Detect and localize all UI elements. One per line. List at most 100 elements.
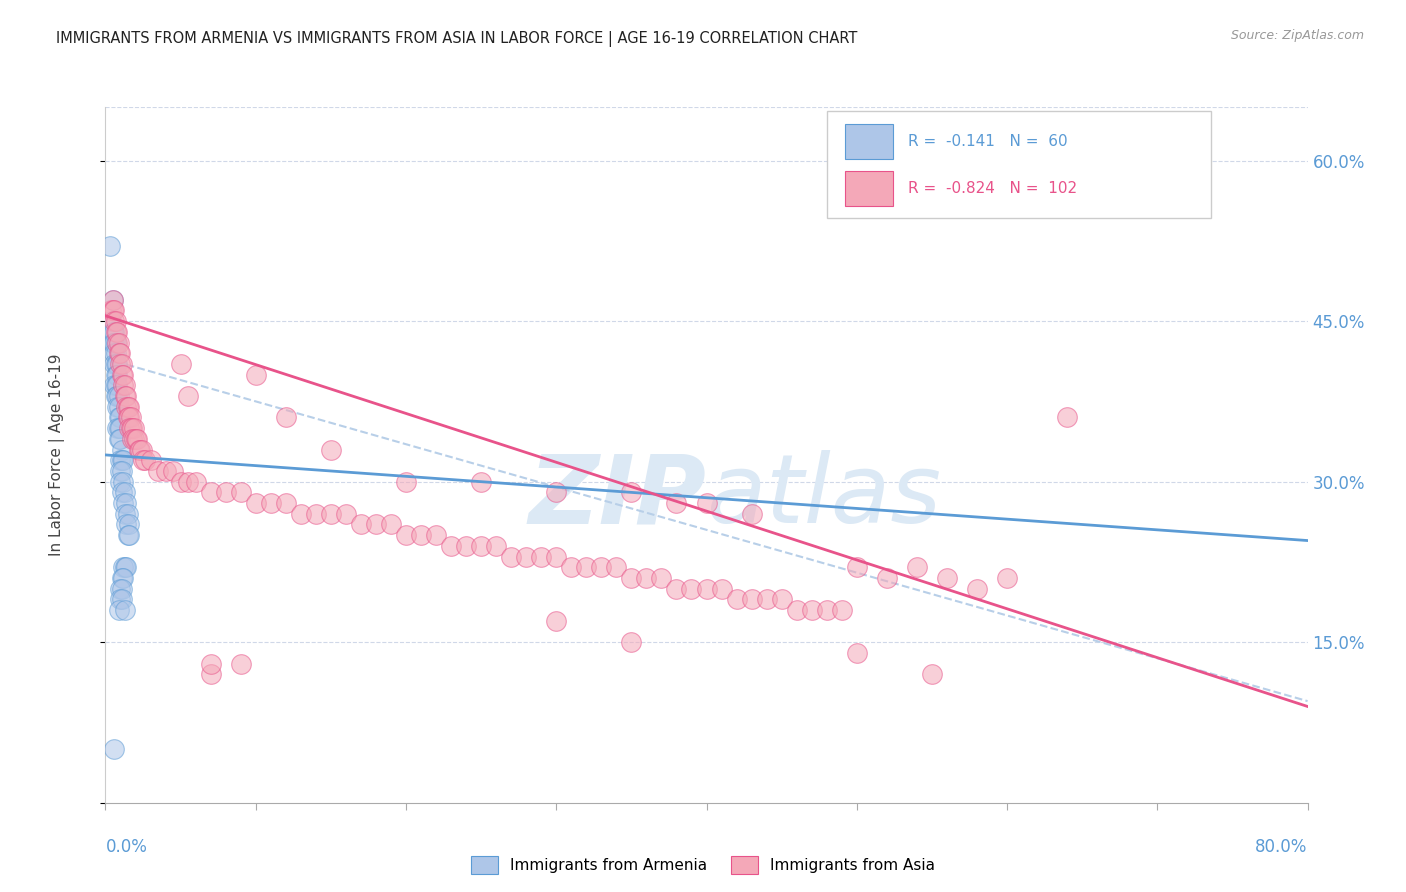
Point xyxy=(364,517,387,532)
Point xyxy=(118,528,141,542)
Point xyxy=(319,442,342,457)
Point xyxy=(107,368,129,382)
Point xyxy=(124,432,146,446)
Point xyxy=(107,421,129,435)
Point xyxy=(110,464,132,478)
Point xyxy=(546,549,568,564)
Point xyxy=(665,496,688,510)
Point xyxy=(111,453,134,467)
Point xyxy=(117,528,139,542)
Point xyxy=(155,464,177,478)
Point xyxy=(319,507,342,521)
Point xyxy=(395,475,418,489)
Point xyxy=(546,485,568,500)
Point xyxy=(146,464,169,478)
Point xyxy=(741,507,763,521)
Point xyxy=(112,368,135,382)
Point xyxy=(725,592,748,607)
Point xyxy=(110,346,132,360)
Point xyxy=(200,667,222,681)
Point xyxy=(104,378,127,392)
FancyBboxPatch shape xyxy=(827,111,1212,219)
Point xyxy=(200,485,222,500)
Point xyxy=(290,507,312,521)
Point xyxy=(995,571,1018,585)
Point xyxy=(620,635,643,649)
Point xyxy=(104,368,127,382)
Point xyxy=(636,571,658,585)
Point xyxy=(110,421,132,435)
Point xyxy=(103,303,125,318)
Point xyxy=(111,592,134,607)
Point xyxy=(454,539,477,553)
Text: IMMIGRANTS FROM ARMENIA VS IMMIGRANTS FROM ASIA IN LABOR FORCE | AGE 16-19 CORRE: IMMIGRANTS FROM ARMENIA VS IMMIGRANTS FR… xyxy=(56,31,858,47)
Text: In Labor Force | Age 16-19: In Labor Force | Age 16-19 xyxy=(49,353,65,557)
Point xyxy=(108,335,131,350)
Point xyxy=(125,432,148,446)
Point xyxy=(108,410,131,425)
Point xyxy=(395,528,418,542)
Point xyxy=(800,603,823,617)
Text: R =  -0.141   N =  60: R = -0.141 N = 60 xyxy=(908,135,1069,149)
Point xyxy=(118,421,141,435)
Point xyxy=(107,378,129,392)
Point xyxy=(260,496,283,510)
Point xyxy=(107,325,129,339)
Point xyxy=(845,646,868,660)
Point xyxy=(245,368,267,382)
Point xyxy=(131,442,153,457)
Point xyxy=(112,571,135,585)
Point xyxy=(696,496,718,510)
Point xyxy=(755,592,778,607)
Point xyxy=(681,582,703,596)
Point xyxy=(515,549,537,564)
Point xyxy=(112,475,135,489)
Point xyxy=(485,539,508,553)
Point xyxy=(110,592,132,607)
Point xyxy=(117,400,139,414)
Point xyxy=(620,571,643,585)
Point xyxy=(274,496,297,510)
Point xyxy=(114,507,136,521)
Point xyxy=(605,560,627,574)
Point xyxy=(470,475,492,489)
Point xyxy=(110,453,132,467)
Point xyxy=(110,582,132,596)
Point xyxy=(100,314,122,328)
Point xyxy=(117,410,139,425)
Point xyxy=(114,485,136,500)
Legend: Immigrants from Armenia, Immigrants from Asia: Immigrants from Armenia, Immigrants from… xyxy=(464,850,942,880)
Point xyxy=(108,432,131,446)
Point xyxy=(115,400,138,414)
Point xyxy=(114,378,136,392)
Point xyxy=(177,389,200,403)
Point xyxy=(409,528,432,542)
Text: R =  -0.824   N =  102: R = -0.824 N = 102 xyxy=(908,181,1077,196)
Point xyxy=(103,325,125,339)
Point xyxy=(101,293,124,307)
Point xyxy=(132,453,155,467)
Point xyxy=(110,410,132,425)
Point xyxy=(122,421,145,435)
Point xyxy=(845,560,868,574)
Point xyxy=(966,582,988,596)
Point xyxy=(696,582,718,596)
Point xyxy=(831,603,853,617)
Point xyxy=(770,592,793,607)
Point xyxy=(905,560,928,574)
Point xyxy=(104,325,127,339)
Point xyxy=(936,571,959,585)
Point xyxy=(229,485,252,500)
Point xyxy=(101,303,124,318)
Point xyxy=(440,539,463,553)
Point xyxy=(169,475,191,489)
Point xyxy=(103,742,125,756)
Point xyxy=(117,507,139,521)
Point xyxy=(111,442,134,457)
Point xyxy=(229,657,252,671)
Point xyxy=(114,603,136,617)
Bar xyxy=(845,171,893,206)
Point xyxy=(786,603,808,617)
Text: Source: ZipAtlas.com: Source: ZipAtlas.com xyxy=(1230,29,1364,42)
Point xyxy=(425,528,447,542)
